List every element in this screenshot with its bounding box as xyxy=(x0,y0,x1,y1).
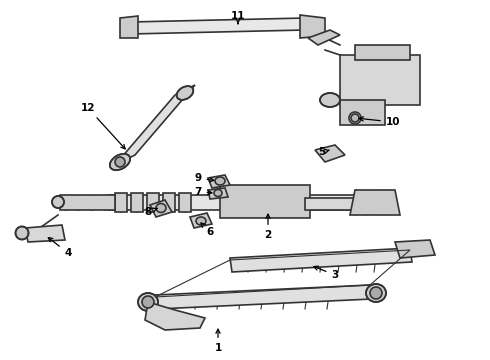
Text: 7: 7 xyxy=(195,187,212,197)
Ellipse shape xyxy=(156,203,166,212)
Circle shape xyxy=(142,296,154,308)
Polygon shape xyxy=(315,145,345,162)
Text: 1: 1 xyxy=(215,329,221,353)
Polygon shape xyxy=(208,188,228,199)
Text: 9: 9 xyxy=(195,173,214,183)
Circle shape xyxy=(351,114,359,122)
Polygon shape xyxy=(120,16,138,38)
Polygon shape xyxy=(155,285,372,309)
Ellipse shape xyxy=(52,196,64,208)
Ellipse shape xyxy=(214,189,222,197)
Text: 2: 2 xyxy=(265,214,271,240)
Polygon shape xyxy=(131,193,143,212)
Text: 5: 5 xyxy=(318,147,329,157)
Ellipse shape xyxy=(138,293,158,311)
Text: 3: 3 xyxy=(314,266,339,280)
Ellipse shape xyxy=(16,226,28,239)
Ellipse shape xyxy=(366,284,386,302)
Polygon shape xyxy=(179,193,191,212)
Polygon shape xyxy=(355,45,410,60)
Circle shape xyxy=(115,157,125,167)
Polygon shape xyxy=(130,18,305,34)
Polygon shape xyxy=(340,100,385,125)
Text: 12: 12 xyxy=(81,103,125,149)
Polygon shape xyxy=(220,185,310,218)
Polygon shape xyxy=(115,193,127,212)
Polygon shape xyxy=(350,190,400,215)
Polygon shape xyxy=(308,30,340,45)
Ellipse shape xyxy=(196,217,206,225)
Polygon shape xyxy=(208,175,230,188)
Ellipse shape xyxy=(177,86,194,100)
Polygon shape xyxy=(340,55,420,105)
Polygon shape xyxy=(305,198,365,210)
Ellipse shape xyxy=(110,154,130,170)
Text: 6: 6 xyxy=(201,223,214,237)
Polygon shape xyxy=(395,240,435,258)
Polygon shape xyxy=(163,193,175,212)
Polygon shape xyxy=(108,195,360,210)
Polygon shape xyxy=(115,85,195,165)
Circle shape xyxy=(370,287,382,299)
Ellipse shape xyxy=(215,177,225,185)
Text: 8: 8 xyxy=(145,207,157,217)
Polygon shape xyxy=(230,248,412,272)
Text: 10: 10 xyxy=(359,117,400,127)
Polygon shape xyxy=(147,193,159,212)
Polygon shape xyxy=(300,15,325,38)
Polygon shape xyxy=(25,225,65,242)
Polygon shape xyxy=(190,213,212,228)
Text: 4: 4 xyxy=(49,238,72,258)
Polygon shape xyxy=(150,200,172,217)
Polygon shape xyxy=(145,302,205,330)
Ellipse shape xyxy=(320,93,340,107)
Polygon shape xyxy=(60,195,115,210)
Ellipse shape xyxy=(362,198,374,210)
Text: 11: 11 xyxy=(231,11,245,24)
